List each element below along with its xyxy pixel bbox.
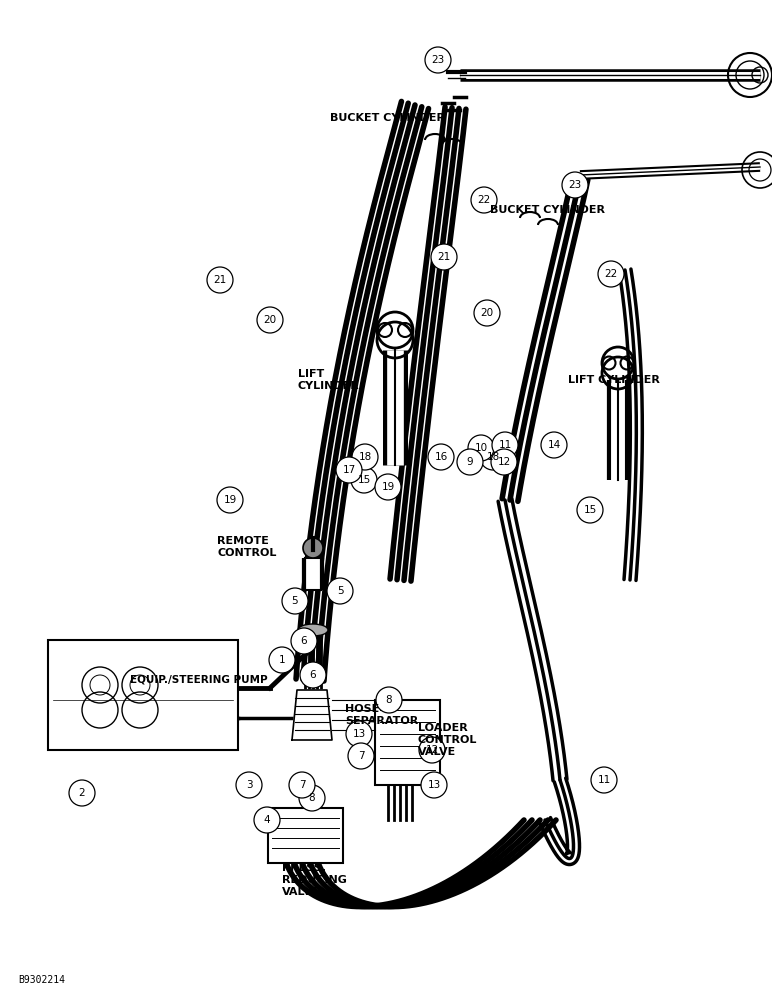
- Circle shape: [327, 578, 353, 604]
- Text: 8: 8: [309, 793, 315, 803]
- Text: 12: 12: [425, 745, 438, 755]
- Text: 23: 23: [432, 55, 445, 65]
- Circle shape: [348, 743, 374, 769]
- Text: 4: 4: [264, 815, 270, 825]
- Text: 3: 3: [245, 780, 252, 790]
- Text: 22: 22: [477, 195, 491, 205]
- Text: BUCKET CYLINDER: BUCKET CYLINDER: [490, 205, 605, 215]
- Polygon shape: [292, 690, 332, 740]
- Bar: [375, 700, 440, 785]
- Text: 11: 11: [499, 440, 512, 450]
- Text: 21: 21: [438, 252, 451, 262]
- Circle shape: [291, 628, 317, 654]
- Circle shape: [289, 772, 315, 798]
- Circle shape: [254, 807, 280, 833]
- Circle shape: [419, 737, 445, 763]
- Circle shape: [562, 172, 588, 198]
- Text: 8: 8: [386, 695, 392, 705]
- Text: PRESS.
REDUCING
VALVE: PRESS. REDUCING VALVE: [282, 863, 347, 897]
- Text: 23: 23: [568, 180, 581, 190]
- Text: 9: 9: [467, 457, 473, 467]
- Circle shape: [257, 307, 283, 333]
- Text: 13: 13: [352, 729, 366, 739]
- Circle shape: [541, 432, 567, 458]
- Text: 6: 6: [310, 670, 317, 680]
- Text: EQUIP./STEERING PUMP: EQUIP./STEERING PUMP: [130, 675, 268, 685]
- Circle shape: [303, 538, 323, 558]
- Text: LIFT
CYLINDER: LIFT CYLINDER: [298, 369, 360, 391]
- Circle shape: [425, 47, 451, 73]
- Text: LIFT CYLINDER: LIFT CYLINDER: [568, 375, 660, 385]
- Text: 6: 6: [300, 636, 307, 646]
- Circle shape: [431, 244, 457, 270]
- Text: 21: 21: [213, 275, 227, 285]
- Text: 19: 19: [381, 482, 394, 492]
- Text: 19: 19: [223, 495, 237, 505]
- Circle shape: [346, 721, 372, 747]
- Text: 1: 1: [279, 655, 286, 665]
- Text: 16: 16: [435, 452, 448, 462]
- Text: 13: 13: [428, 780, 441, 790]
- Circle shape: [299, 785, 325, 811]
- Text: 7: 7: [299, 780, 305, 790]
- Circle shape: [376, 687, 402, 713]
- Circle shape: [598, 261, 624, 287]
- Circle shape: [207, 267, 233, 293]
- Circle shape: [69, 780, 95, 806]
- Ellipse shape: [298, 624, 328, 636]
- Circle shape: [351, 467, 377, 493]
- Circle shape: [474, 300, 500, 326]
- Circle shape: [336, 457, 362, 483]
- Text: 5: 5: [292, 596, 298, 606]
- Text: HOSE
SEPARATOR: HOSE SEPARATOR: [345, 704, 418, 726]
- Text: 5: 5: [337, 586, 344, 596]
- Circle shape: [468, 435, 494, 461]
- Text: 2: 2: [79, 788, 86, 798]
- Circle shape: [236, 772, 262, 798]
- Circle shape: [269, 647, 295, 673]
- Circle shape: [471, 187, 497, 213]
- Circle shape: [217, 487, 243, 513]
- Circle shape: [282, 588, 308, 614]
- Circle shape: [457, 449, 483, 475]
- Text: 15: 15: [357, 475, 371, 485]
- Text: 12: 12: [497, 457, 510, 467]
- Text: 15: 15: [584, 505, 597, 515]
- Circle shape: [428, 444, 454, 470]
- Text: BUCKET CYLINDER: BUCKET CYLINDER: [330, 113, 445, 123]
- Text: B9302214: B9302214: [18, 975, 65, 985]
- Bar: [268, 808, 343, 863]
- Text: 18: 18: [486, 452, 499, 462]
- Circle shape: [491, 449, 517, 475]
- Circle shape: [577, 497, 603, 523]
- Text: LOADER
CONTROL
VALVE: LOADER CONTROL VALVE: [418, 723, 477, 757]
- Circle shape: [375, 474, 401, 500]
- Text: 11: 11: [598, 775, 611, 785]
- Circle shape: [492, 432, 518, 458]
- Text: 7: 7: [357, 751, 364, 761]
- Text: 22: 22: [604, 269, 618, 279]
- Text: 10: 10: [475, 443, 488, 453]
- Text: 20: 20: [263, 315, 276, 325]
- Circle shape: [591, 767, 617, 793]
- Circle shape: [300, 662, 326, 688]
- Circle shape: [421, 772, 447, 798]
- Text: 14: 14: [547, 440, 560, 450]
- Text: REMOTE
CONTROL: REMOTE CONTROL: [217, 536, 276, 558]
- Circle shape: [480, 444, 506, 470]
- Text: 17: 17: [342, 465, 356, 475]
- Circle shape: [352, 444, 378, 470]
- Bar: [48, 640, 238, 750]
- Text: 18: 18: [358, 452, 371, 462]
- Text: 20: 20: [480, 308, 493, 318]
